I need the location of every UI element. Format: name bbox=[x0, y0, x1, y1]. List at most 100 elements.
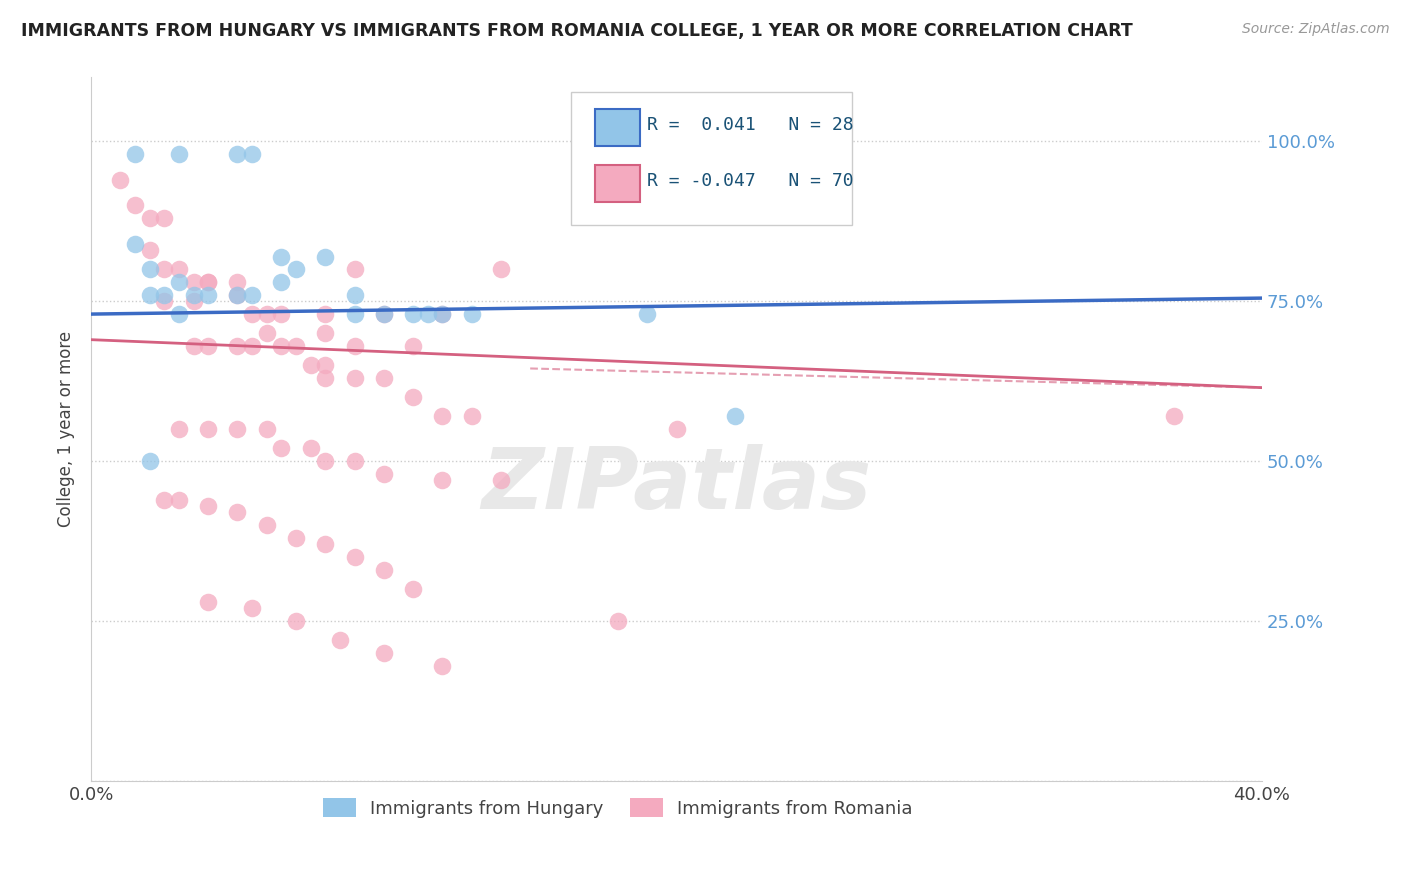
Point bbox=[226, 339, 249, 353]
Text: Source: ZipAtlas.com: Source: ZipAtlas.com bbox=[1241, 22, 1389, 37]
Point bbox=[197, 275, 219, 289]
Point bbox=[138, 454, 160, 468]
Point bbox=[636, 307, 658, 321]
Point bbox=[240, 601, 263, 615]
Legend: Immigrants from Hungary, Immigrants from Romania: Immigrants from Hungary, Immigrants from… bbox=[316, 791, 920, 825]
Point bbox=[402, 390, 425, 404]
Point bbox=[489, 474, 512, 488]
Point bbox=[240, 339, 263, 353]
Point bbox=[299, 358, 322, 372]
Point bbox=[256, 326, 278, 341]
Text: R = -0.047   N = 70: R = -0.047 N = 70 bbox=[647, 172, 853, 190]
Text: IMMIGRANTS FROM HUNGARY VS IMMIGRANTS FROM ROMANIA COLLEGE, 1 YEAR OR MORE CORRE: IMMIGRANTS FROM HUNGARY VS IMMIGRANTS FR… bbox=[21, 22, 1133, 40]
Point bbox=[226, 505, 249, 519]
Point bbox=[197, 422, 219, 436]
Point bbox=[314, 307, 336, 321]
Point bbox=[197, 288, 219, 302]
Point bbox=[314, 537, 336, 551]
Point bbox=[256, 518, 278, 533]
Point bbox=[285, 614, 308, 628]
Point bbox=[343, 550, 366, 565]
Point bbox=[270, 275, 292, 289]
Point bbox=[183, 339, 205, 353]
Point bbox=[314, 454, 336, 468]
Point bbox=[373, 563, 395, 577]
Point bbox=[314, 250, 336, 264]
Point bbox=[124, 236, 146, 251]
FancyBboxPatch shape bbox=[595, 165, 640, 202]
Point bbox=[167, 275, 190, 289]
Point bbox=[167, 147, 190, 161]
FancyBboxPatch shape bbox=[571, 92, 852, 225]
Point bbox=[256, 422, 278, 436]
Point bbox=[299, 442, 322, 456]
Point bbox=[432, 307, 454, 321]
Point bbox=[724, 409, 747, 424]
Point bbox=[153, 294, 176, 309]
Point bbox=[138, 262, 160, 277]
FancyBboxPatch shape bbox=[595, 109, 640, 145]
Point bbox=[343, 288, 366, 302]
Point bbox=[416, 307, 439, 321]
Point bbox=[240, 288, 263, 302]
Point bbox=[167, 492, 190, 507]
Point bbox=[432, 409, 454, 424]
Point bbox=[153, 211, 176, 226]
Y-axis label: College, 1 year or more: College, 1 year or more bbox=[58, 331, 75, 527]
Point bbox=[460, 409, 482, 424]
Point bbox=[373, 307, 395, 321]
Point bbox=[285, 531, 308, 545]
Point bbox=[373, 371, 395, 385]
Point bbox=[153, 262, 176, 277]
Point bbox=[432, 307, 454, 321]
Point bbox=[343, 262, 366, 277]
Point bbox=[226, 288, 249, 302]
Point bbox=[489, 262, 512, 277]
Point bbox=[270, 339, 292, 353]
Point bbox=[183, 288, 205, 302]
Point bbox=[270, 442, 292, 456]
Point bbox=[124, 147, 146, 161]
Point bbox=[343, 307, 366, 321]
Point bbox=[110, 173, 132, 187]
Point bbox=[314, 326, 336, 341]
Point bbox=[607, 614, 630, 628]
Point bbox=[343, 339, 366, 353]
Point bbox=[153, 492, 176, 507]
Point bbox=[314, 358, 336, 372]
Point bbox=[285, 262, 308, 277]
Point bbox=[402, 307, 425, 321]
Point bbox=[432, 474, 454, 488]
Point bbox=[432, 658, 454, 673]
Point bbox=[665, 422, 688, 436]
Text: R =  0.041   N = 28: R = 0.041 N = 28 bbox=[647, 116, 853, 134]
Point bbox=[1163, 409, 1185, 424]
Point bbox=[226, 422, 249, 436]
Point bbox=[460, 307, 482, 321]
Point bbox=[197, 499, 219, 513]
Point bbox=[183, 294, 205, 309]
Point bbox=[153, 288, 176, 302]
Point bbox=[138, 211, 160, 226]
Point bbox=[226, 275, 249, 289]
Point bbox=[167, 422, 190, 436]
Point bbox=[197, 595, 219, 609]
Point bbox=[373, 307, 395, 321]
Point bbox=[402, 339, 425, 353]
Point bbox=[285, 339, 308, 353]
Point bbox=[270, 250, 292, 264]
Point bbox=[343, 454, 366, 468]
Point bbox=[343, 371, 366, 385]
Point bbox=[124, 198, 146, 212]
Point bbox=[240, 307, 263, 321]
Point bbox=[402, 582, 425, 596]
Point bbox=[240, 147, 263, 161]
Point bbox=[138, 288, 160, 302]
Point bbox=[270, 307, 292, 321]
Point bbox=[329, 633, 352, 648]
Point bbox=[314, 371, 336, 385]
Point bbox=[226, 147, 249, 161]
Text: ZIPatlas: ZIPatlas bbox=[481, 444, 872, 527]
Point bbox=[167, 307, 190, 321]
Point bbox=[256, 307, 278, 321]
